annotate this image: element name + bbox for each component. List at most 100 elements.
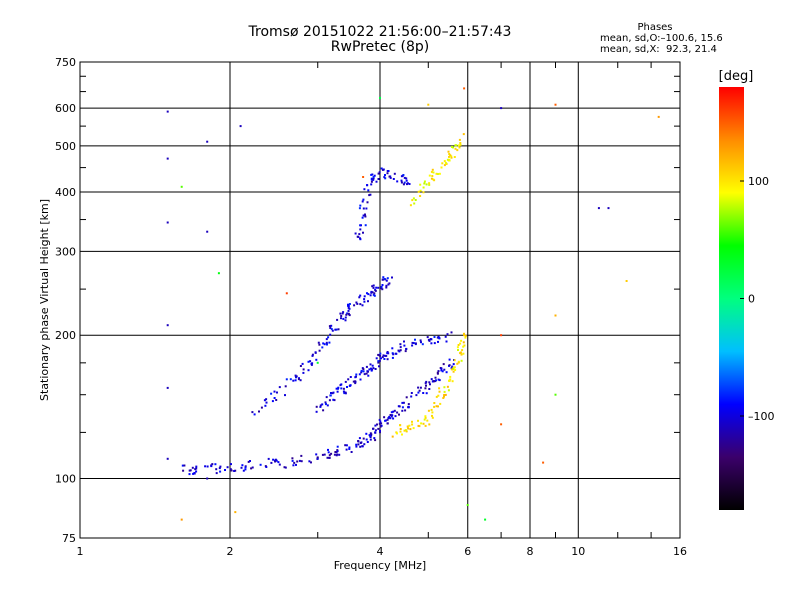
data-point	[419, 189, 422, 192]
data-point	[379, 97, 381, 99]
data-point	[338, 453, 341, 456]
data-point	[369, 193, 372, 196]
data-point	[427, 409, 430, 412]
data-point	[410, 395, 413, 398]
data-point	[263, 399, 266, 402]
data-point	[347, 303, 349, 306]
data-point	[309, 360, 312, 363]
data-point	[365, 438, 368, 441]
data-point	[377, 286, 380, 289]
data-point	[437, 378, 440, 381]
data-point	[347, 378, 350, 381]
data-point	[380, 285, 383, 288]
data-point	[337, 386, 340, 389]
data-point	[432, 380, 435, 383]
data-point	[372, 176, 375, 178]
data-point	[399, 349, 402, 352]
data-point	[430, 170, 433, 173]
data-point	[348, 303, 351, 305]
data-point	[417, 424, 420, 427]
data-point	[346, 312, 349, 315]
data-point	[401, 433, 403, 436]
data-point	[329, 394, 332, 397]
data-point	[363, 188, 366, 191]
data-point	[383, 358, 386, 360]
data-point	[362, 214, 365, 217]
data-point	[431, 414, 433, 417]
data-point	[392, 353, 395, 356]
data-point	[390, 415, 393, 418]
data-point	[273, 390, 276, 393]
data-point	[193, 472, 196, 474]
data-point	[459, 143, 462, 146]
data-point	[453, 156, 456, 158]
data-point	[412, 342, 415, 344]
data-point	[407, 406, 410, 409]
data-point	[326, 343, 328, 346]
data-point	[292, 464, 295, 467]
data-point	[381, 278, 384, 281]
data-point	[384, 177, 387, 180]
phase-stats-header: Phases	[637, 22, 673, 33]
data-point	[386, 172, 389, 175]
y-tick-label: 750	[55, 56, 76, 69]
data-point	[329, 327, 332, 329]
data-point	[385, 284, 388, 287]
data-point	[250, 467, 253, 470]
data-point	[276, 391, 278, 394]
data-point	[424, 416, 427, 419]
data-point	[354, 382, 357, 385]
data-point	[391, 414, 394, 417]
data-point	[358, 437, 361, 440]
data-point	[449, 378, 452, 381]
data-point	[372, 286, 375, 289]
data-point	[391, 435, 394, 438]
data-point	[363, 443, 366, 446]
data-point	[400, 181, 403, 184]
data-point	[374, 368, 377, 370]
data-point	[364, 215, 367, 218]
data-point	[448, 379, 450, 382]
data-point	[443, 368, 446, 371]
data-point	[383, 416, 386, 419]
data-point	[429, 338, 432, 340]
data-point	[315, 410, 318, 413]
data-point	[329, 333, 332, 336]
data-point	[325, 403, 327, 406]
data-point	[424, 382, 427, 385]
data-point	[342, 311, 345, 314]
data-point	[386, 351, 389, 353]
data-point	[346, 386, 348, 388]
data-point	[295, 463, 297, 466]
data-point	[310, 363, 313, 366]
data-point	[382, 276, 385, 279]
data-point	[437, 335, 440, 338]
data-point	[206, 477, 209, 480]
data-point	[402, 174, 405, 176]
data-point	[431, 411, 434, 414]
data-point	[347, 304, 349, 307]
data-point	[342, 390, 345, 393]
data-point	[283, 466, 286, 469]
data-point	[406, 182, 409, 185]
data-point	[389, 417, 392, 420]
data-point	[554, 393, 557, 396]
data-point	[449, 375, 452, 378]
data-point	[400, 179, 403, 182]
data-point	[357, 443, 360, 446]
data-point	[322, 409, 325, 412]
data-point	[385, 286, 388, 289]
data-point	[341, 312, 344, 315]
data-point	[411, 420, 413, 423]
data-point	[385, 279, 388, 282]
data-point	[393, 172, 396, 175]
x-tick-label: 16	[673, 545, 687, 558]
data-point	[438, 379, 441, 382]
data-point	[433, 342, 436, 345]
data-point	[360, 369, 363, 372]
data-point	[377, 427, 380, 430]
data-point	[378, 422, 381, 425]
data-point	[425, 183, 428, 186]
data-point	[367, 370, 369, 373]
data-point	[264, 404, 267, 407]
